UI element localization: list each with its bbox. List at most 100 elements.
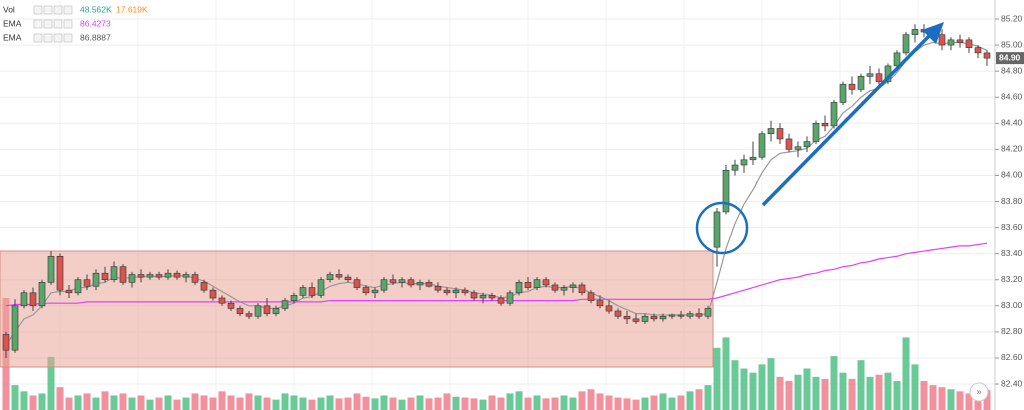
candle-body	[326, 274, 334, 281]
legend-icon	[53, 33, 63, 43]
candle-body	[497, 297, 505, 304]
volume-bar	[281, 393, 289, 410]
volume-bar	[569, 397, 577, 410]
candle-body	[524, 282, 532, 288]
volume-bar	[83, 393, 91, 410]
volume-bar	[209, 397, 217, 410]
candle-body	[614, 310, 622, 317]
volume-bar	[866, 376, 874, 410]
candle-body	[758, 133, 766, 158]
candle-body	[569, 284, 577, 288]
candle-body	[938, 34, 946, 46]
volume-bar	[254, 395, 262, 410]
legend-label: EMA	[3, 18, 22, 28]
volume-bar	[551, 397, 559, 410]
scroll-icon[interactable]: »	[976, 386, 981, 396]
candle-body	[947, 39, 955, 46]
volume-bar	[389, 397, 397, 410]
candle-body	[353, 279, 361, 288]
candle-body	[227, 302, 235, 309]
candle-body	[641, 315, 649, 322]
volume-bar	[452, 396, 460, 410]
volume-bar	[146, 399, 154, 410]
volume-bar	[398, 399, 406, 410]
candle-body	[191, 274, 199, 283]
volume-bar	[947, 389, 955, 410]
price-axis	[995, 0, 1024, 410]
candle-body	[461, 289, 469, 294]
candle-body	[848, 83, 856, 90]
volume-bar	[605, 395, 613, 410]
volume-bar	[848, 378, 856, 410]
volume-bar	[227, 395, 235, 410]
candle-body	[38, 282, 46, 307]
volume-bar	[461, 397, 469, 410]
legend-icon	[43, 33, 53, 43]
candle-body	[722, 169, 730, 213]
legend: Vol 48.562K 17.619K EMA 86.4273 EMA 86.8887	[3, 4, 148, 43]
volume-bar	[173, 399, 181, 410]
candle-body	[893, 52, 901, 67]
volume-bar	[218, 391, 226, 410]
candle-body	[164, 272, 172, 278]
legend-value: 86.8887	[80, 32, 111, 42]
volume-bar	[137, 395, 145, 410]
candle-body	[713, 211, 721, 248]
volume-bar	[911, 364, 919, 410]
volume-bar	[245, 393, 253, 410]
volume-bar	[803, 368, 811, 410]
volume-bar	[560, 395, 568, 410]
volume-bar	[668, 397, 676, 410]
volume-bar	[380, 395, 388, 410]
candle-body	[371, 289, 379, 294]
candle-body	[902, 34, 910, 54]
candle-body	[263, 305, 271, 314]
candle-body	[344, 276, 352, 281]
volume-bar	[155, 397, 163, 410]
candle-layer	[2, 24, 991, 358]
candle-body	[677, 314, 685, 317]
legend-icon	[33, 19, 43, 29]
candle-body	[839, 83, 847, 103]
y-tick-label: 83.60	[1001, 222, 1023, 232]
volume-bar	[11, 385, 19, 410]
candle-body	[101, 272, 109, 281]
candle-body	[983, 52, 991, 59]
candle-body	[542, 279, 550, 286]
volume-bar	[236, 397, 244, 410]
scroll-button[interactable]	[969, 382, 989, 402]
volume-bar	[524, 397, 532, 410]
legend-icon	[53, 5, 63, 15]
volume-bar	[353, 393, 361, 410]
candle-body	[866, 73, 874, 77]
volume-bar	[110, 395, 118, 410]
candle-body	[92, 272, 100, 287]
volume-bar	[578, 391, 586, 410]
volume-bar	[677, 395, 685, 410]
candle-body	[659, 315, 667, 320]
volume-bar	[263, 397, 271, 410]
candle-body	[731, 164, 739, 171]
volume-bar	[614, 397, 622, 410]
candle-body	[434, 285, 442, 291]
volume-bar	[362, 396, 370, 410]
volume-bar	[884, 372, 892, 410]
candle-body	[137, 274, 145, 278]
volume-bar	[272, 399, 280, 410]
candle-body	[812, 122, 820, 142]
volume-bar	[299, 397, 307, 410]
volume-bar	[407, 397, 415, 410]
candle-body	[875, 73, 883, 82]
legend-icon	[63, 5, 73, 15]
volume-bar	[164, 395, 172, 410]
candle-body	[47, 255, 55, 283]
candle-body	[515, 282, 523, 294]
volume-bar	[470, 398, 478, 410]
volume-bar	[695, 389, 703, 410]
candle-body	[956, 39, 964, 43]
candle-body	[56, 255, 64, 291]
volume-bar	[191, 393, 199, 410]
candle-body	[290, 295, 298, 301]
volume-bar	[632, 399, 640, 410]
